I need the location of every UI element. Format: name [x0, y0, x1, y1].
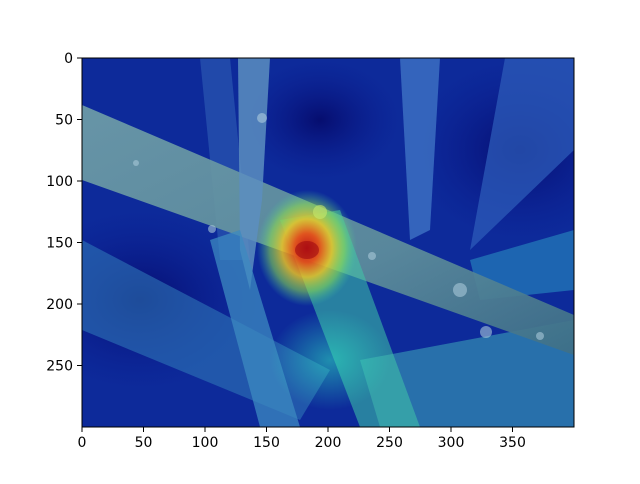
x-axis: 0 50 100 150 200 250 300 350: [78, 427, 526, 451]
x-tick-label: 200: [315, 435, 342, 451]
y-tick-label: 250: [46, 359, 73, 375]
x-tick-label: 50: [135, 435, 153, 451]
x-tick-label: 0: [78, 435, 87, 451]
y-tick-label: 200: [46, 297, 73, 313]
y-tick-label: 100: [46, 174, 73, 190]
y-tick-label: 150: [46, 236, 73, 252]
y-tick-label: 50: [55, 113, 73, 129]
y-axis: 0 50 100 150 200 250: [46, 51, 82, 375]
x-tick-label: 300: [438, 435, 465, 451]
x-tick-label: 250: [376, 435, 403, 451]
x-tick-label: 350: [499, 435, 526, 451]
heatmap-image: [82, 58, 574, 427]
x-tick-label: 100: [192, 435, 219, 451]
y-tick-label: 0: [64, 51, 73, 67]
x-tick-label: 150: [253, 435, 280, 451]
